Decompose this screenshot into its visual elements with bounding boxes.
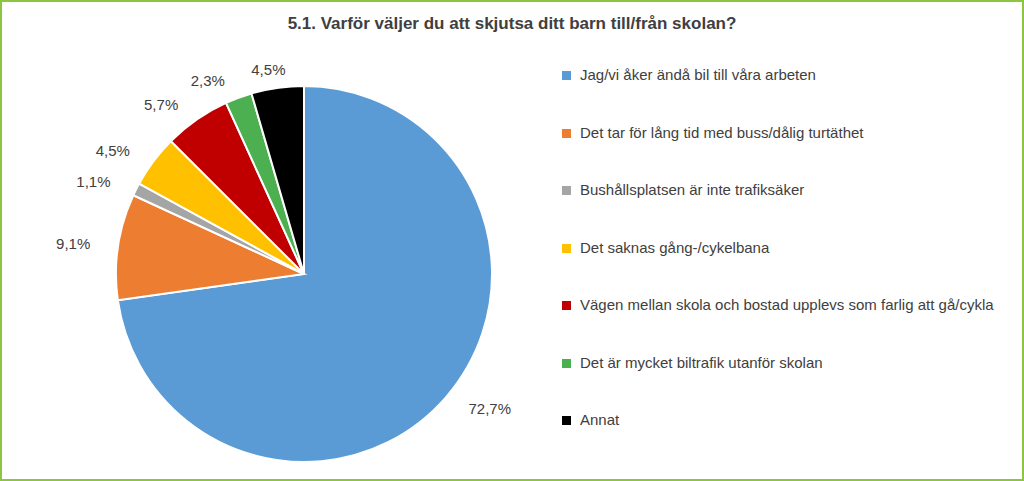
html-text:Annat: Annat [580, 411, 620, 428]
svg-text:2,3%: 2,3% [191, 72, 225, 89]
svg-text:9,1%: 9,1% [56, 235, 90, 252]
svg-text:4,5%: 4,5% [96, 142, 130, 159]
html-text:Det saknas gång-/cykelbana: Det saknas gång-/cykelbana [580, 238, 770, 256]
html-text:Jag/vi åker ändå bil till våra: Jag/vi åker ändå bil till våra arbeten [580, 66, 816, 83]
html-text:Det tar för lång tid med buss/: Det tar för lång tid med buss/dålig turt… [580, 123, 864, 141]
svg-text:4,5%: 4,5% [251, 61, 285, 78]
html-text:5.1. Varför väljer du att skju: 5.1. Varför väljer du att skjutsa ditt b… [287, 14, 737, 33]
svg-text:72,7%: 72,7% [469, 400, 512, 417]
html-text:Det är mycket biltrafik utanfö: Det är mycket biltrafik utanför skolan [580, 353, 823, 371]
svg-text:5,7%: 5,7% [144, 96, 178, 113]
html-text:Bushållsplatsen är inte trafik: Bushållsplatsen är inte trafiksäker [580, 181, 805, 198]
svg-text:1,1%: 1,1% [76, 173, 110, 190]
html-text:Vägen mellan skola och bostad: Vägen mellan skola och bostad upplevs so… [580, 296, 994, 313]
